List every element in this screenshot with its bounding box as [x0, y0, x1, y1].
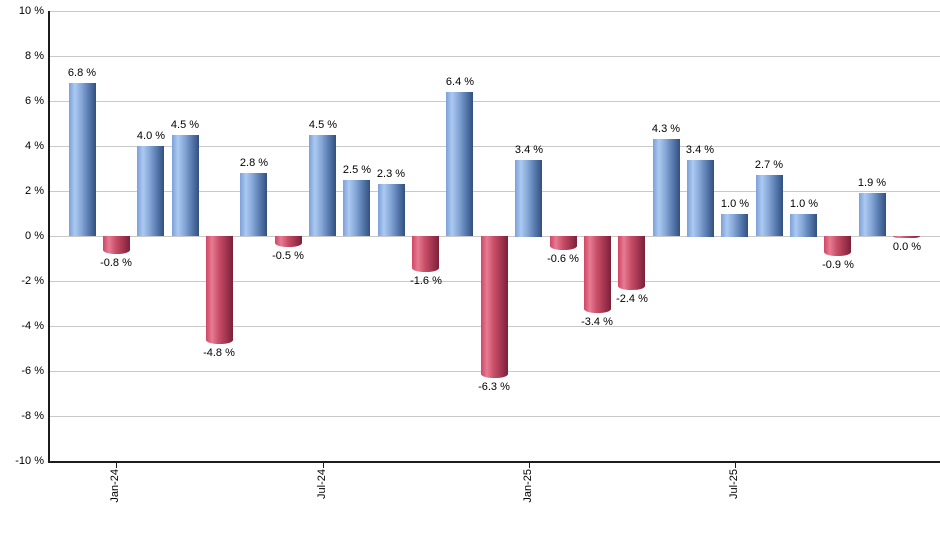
- bar-value-label: 6.8 %: [67, 67, 97, 79]
- bar: [275, 236, 302, 247]
- bar: [103, 236, 130, 254]
- y-axis-tick-label: 8 %: [25, 50, 44, 62]
- x-axis-tick: [323, 463, 324, 468]
- bar-value-label: 2.7 %: [754, 159, 784, 171]
- x-axis-tick-label: Jan-24: [109, 469, 121, 503]
- gridline: [50, 101, 940, 102]
- gridline: [50, 146, 940, 147]
- bar: [172, 135, 199, 236]
- gridline: [50, 191, 940, 192]
- bar-value-label: 2.8 %: [239, 157, 269, 169]
- bar-value-label: 2.3 %: [376, 168, 406, 180]
- y-axis-tick-label: 2 %: [25, 185, 44, 197]
- y-axis-tick-label: -4 %: [21, 320, 44, 332]
- bar: [343, 180, 370, 236]
- bar-value-label: 0.0 %: [892, 241, 922, 253]
- bar-value-label: 4.3 %: [651, 123, 681, 135]
- bar: [653, 139, 680, 236]
- bar-value-label: -0.5 %: [272, 250, 304, 262]
- bar: [446, 92, 473, 236]
- bar: [378, 184, 405, 236]
- bar-value-label: 6.4 %: [445, 76, 475, 88]
- bar-value-label: 4.5 %: [170, 119, 200, 131]
- x-axis-line: [48, 461, 940, 463]
- bar: [618, 236, 645, 290]
- bar: [859, 193, 886, 236]
- bar-value-label: 3.4 %: [514, 144, 544, 156]
- x-axis-tick-label: Jul-25: [728, 469, 740, 499]
- bar-value-label: 1.0 %: [720, 198, 750, 210]
- bar-value-label: 1.0 %: [789, 198, 819, 210]
- y-axis-line: [48, 11, 50, 463]
- bar-value-label: -0.6 %: [547, 253, 579, 265]
- gridline: [50, 11, 940, 12]
- y-axis-tick-label: 10 %: [18, 5, 44, 17]
- bar-value-label: 4.0 %: [136, 130, 166, 142]
- gridline: [50, 416, 940, 417]
- x-axis-tick-label: Jan-25: [522, 469, 534, 503]
- bar: [756, 175, 783, 236]
- bar-value-label: -4.8 %: [203, 347, 235, 359]
- bar: [481, 236, 508, 378]
- bar-value-label: 2.5 %: [342, 164, 372, 176]
- bar: [309, 135, 336, 236]
- y-axis-tick-label: -2 %: [21, 275, 44, 287]
- bar: [584, 236, 611, 313]
- x-axis-tick: [529, 463, 530, 468]
- y-axis-tick-label: 6 %: [25, 95, 44, 107]
- bar-value-label: -2.4 %: [616, 293, 648, 305]
- bar-value-label: -0.8 %: [100, 257, 132, 269]
- bar: [69, 83, 96, 236]
- y-axis-tick-label: -6 %: [21, 365, 44, 377]
- gridline: [50, 56, 940, 57]
- x-axis-tick: [735, 463, 736, 468]
- bar: [137, 146, 164, 236]
- bar-value-label: -6.3 %: [478, 381, 510, 393]
- bar: [412, 236, 439, 272]
- bar: [893, 236, 920, 238]
- bar-value-label: -0.9 %: [822, 259, 854, 271]
- y-axis-tick-label: 4 %: [25, 140, 44, 152]
- bar: [790, 214, 817, 237]
- y-axis-tick-label: 0 %: [25, 230, 44, 242]
- bar: [824, 236, 851, 256]
- x-axis-tick: [116, 463, 117, 468]
- bar: [515, 160, 542, 237]
- x-axis-tick-label: Jul-24: [316, 469, 328, 499]
- bar: [206, 236, 233, 344]
- bar-value-label: 3.4 %: [685, 144, 715, 156]
- bar-value-label: 1.9 %: [857, 177, 887, 189]
- bar-value-label: -1.6 %: [410, 275, 442, 287]
- bar-value-label: 4.5 %: [308, 119, 338, 131]
- y-axis-tick-label: -10 %: [15, 455, 44, 467]
- bar: [721, 214, 748, 237]
- bar: [240, 173, 267, 236]
- bar-value-label: -3.4 %: [581, 316, 613, 328]
- bar: [687, 160, 714, 237]
- bar: [550, 236, 577, 250]
- y-axis-tick-label: -8 %: [21, 410, 44, 422]
